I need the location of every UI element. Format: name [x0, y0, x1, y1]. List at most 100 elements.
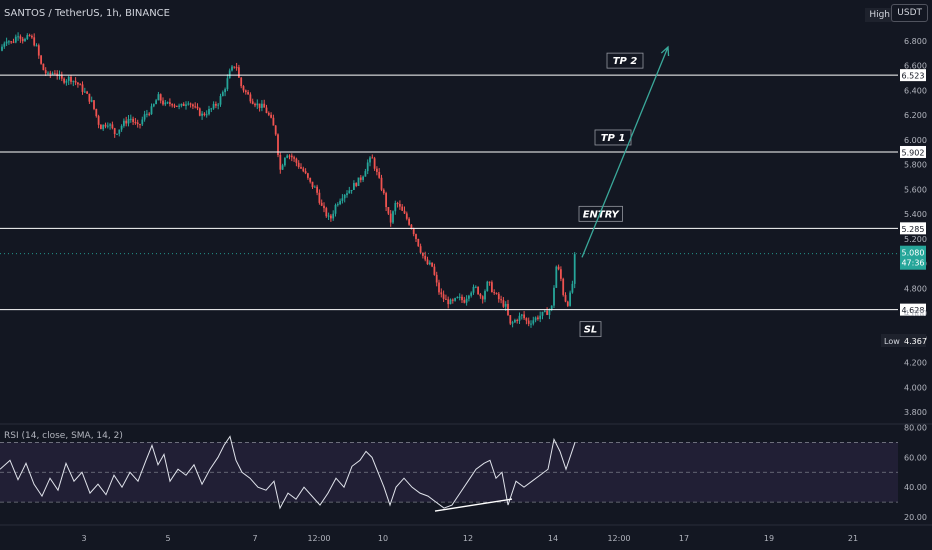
candle-body [178, 105, 180, 107]
candle-body [272, 117, 275, 126]
candle-body [362, 176, 364, 180]
candle-body [141, 119, 144, 125]
candle-body [28, 35, 31, 37]
candle-body [396, 203, 399, 205]
time-tick-label: 7 [252, 534, 257, 543]
candle-body [267, 112, 270, 115]
candle-body [290, 155, 293, 158]
time-tick-label: 19 [764, 534, 774, 543]
time-tick-label: 10 [378, 534, 388, 543]
rsi-axis[interactable]: 80.00 60.00 40.00 20.00 [904, 423, 927, 522]
candle-body [12, 41, 15, 43]
candle-body [566, 301, 569, 306]
candle-body [97, 116, 100, 125]
candle-body [24, 38, 26, 42]
candle-body [350, 189, 353, 191]
candle-body [74, 80, 77, 83]
candle-body [118, 129, 121, 134]
candle-body [343, 195, 346, 199]
candle-body [518, 315, 521, 321]
price-tick-label: 5.200 [904, 235, 927, 244]
candle-body [376, 168, 378, 172]
price-tick-label: 5.800 [904, 161, 927, 170]
candle-body [520, 314, 523, 316]
candle-body [525, 318, 528, 321]
price-axis[interactable]: 6.523 5.902 5.285 4.628 6.800 6.600 6.400 6.200… [881, 37, 927, 417]
level-price-tag-text: 6.523 [902, 72, 925, 81]
divergence-line [434, 498, 513, 512]
level-label: ENTRY [578, 205, 623, 222]
candle-body [277, 134, 279, 155]
candle-body [440, 292, 443, 295]
candle-body [532, 320, 535, 324]
candle-body [438, 282, 440, 293]
time-tick-label: 12 [463, 534, 473, 543]
candle-body [550, 305, 553, 310]
candle-body [21, 38, 24, 42]
candle-body [553, 287, 555, 306]
candle-body [371, 157, 374, 159]
high-label: High [865, 8, 894, 22]
price-pane[interactable]: TP 2 TP 1 ENTRY SL [0, 32, 898, 338]
candle-body [111, 124, 114, 129]
candle-body [116, 133, 118, 135]
candle-body [123, 120, 125, 126]
time-axis[interactable]: 3 5 7 12:00 10 12 14 12:00 17 19 21 [0, 524, 932, 543]
level-price-tag-bg [900, 145, 926, 158]
candle-body [86, 91, 88, 94]
rsi-tick-label: 60.00 [904, 453, 927, 462]
candle-body [284, 157, 286, 166]
candle-body [201, 113, 203, 116]
candle-body [534, 317, 537, 321]
candle-body [401, 206, 404, 211]
candle-body [63, 78, 65, 83]
candle-body [332, 213, 335, 219]
candle-body [486, 281, 489, 292]
candle-body [19, 36, 22, 39]
candle-body [14, 36, 17, 43]
candle-body [166, 102, 169, 104]
candle-body [573, 254, 576, 284]
level-price-tag-text: 5.902 [902, 148, 925, 157]
candle-body [458, 296, 461, 298]
candle-body [359, 177, 362, 180]
candle-body [449, 299, 452, 305]
candle-body [474, 286, 477, 288]
candle-body [392, 211, 394, 223]
rsi-pane[interactable] [0, 435, 898, 512]
candle-body [417, 239, 420, 247]
candle-body [472, 286, 475, 293]
level-price-tag-text: 4.628 [902, 306, 925, 315]
candle-body [106, 125, 109, 127]
candle-body [265, 107, 268, 113]
candle-body [109, 124, 111, 126]
candle-body [113, 128, 116, 135]
candle-body [341, 198, 344, 201]
candle-body [435, 274, 438, 283]
candle-body [152, 104, 155, 107]
candle-body [491, 282, 493, 293]
candle-body [47, 72, 49, 74]
chart-overlays [0, 45, 932, 425]
candle-body [215, 103, 217, 106]
candle-body [192, 104, 194, 107]
candle-body [415, 234, 417, 240]
candle-body [431, 262, 433, 267]
candle-body [569, 292, 571, 306]
time-tick-label: 21 [848, 534, 858, 543]
candle-body [8, 41, 10, 43]
candle-body [129, 118, 132, 120]
candle-body [54, 73, 56, 75]
candle-body [231, 66, 233, 71]
currency-button[interactable]: USDT [891, 4, 928, 22]
candle-body [3, 43, 6, 47]
candle-body [210, 108, 213, 110]
candle-body [196, 106, 199, 109]
candle-body [509, 315, 512, 324]
candle-body [380, 177, 383, 190]
candle-body [44, 70, 47, 74]
candle-body [465, 298, 468, 303]
candle-body [339, 200, 341, 205]
candle-body [502, 300, 505, 307]
candle-body [279, 154, 282, 170]
